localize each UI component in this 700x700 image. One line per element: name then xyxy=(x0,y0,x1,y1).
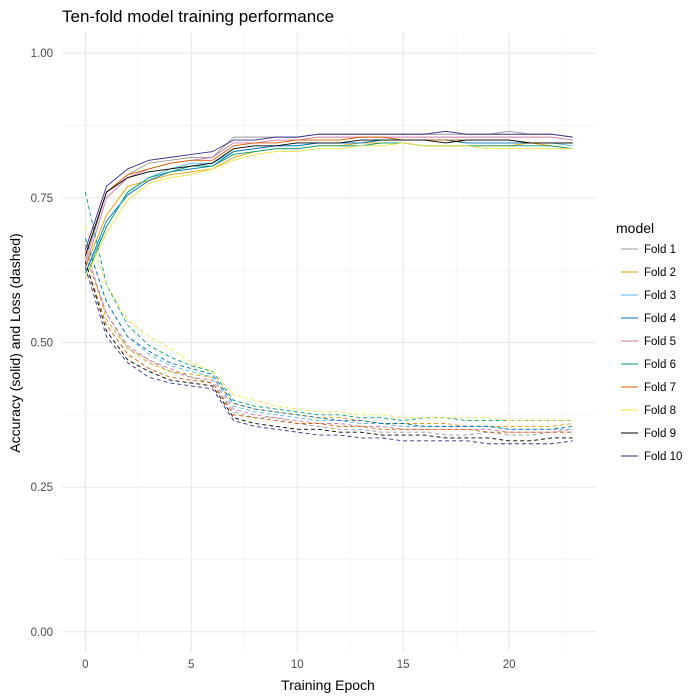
legend: model Fold 1 Fold 2 Fold 3 Fold 4 Fold 5 Fold… xyxy=(616,220,682,463)
chart-title: Ten-fold model training performance xyxy=(62,7,334,26)
fold-8-loss-line xyxy=(84,226,573,422)
x-tick-label: 10 xyxy=(291,659,304,671)
fold-7-loss-line xyxy=(84,261,573,433)
x-tick-label: 20 xyxy=(503,659,516,671)
x-axis-ticks: 0 5 10 15 20 xyxy=(82,659,515,671)
legend-label-fold-7: Fold 7 xyxy=(644,382,676,394)
y-tick-label: 1.00 xyxy=(31,48,53,60)
x-axis-label: Training Epoch xyxy=(281,677,375,693)
legend-label-fold-3: Fold 3 xyxy=(644,290,676,302)
fold-8-accuracy-line xyxy=(84,142,573,280)
fold-6-loss-line xyxy=(84,191,573,422)
x-tick-label: 15 xyxy=(397,659,410,671)
fold-2-loss-line xyxy=(84,244,573,427)
y-tick-label: 0.75 xyxy=(31,193,53,205)
x-tick-label: 0 xyxy=(82,659,88,671)
series-lines xyxy=(84,130,573,445)
legend-label-fold-6: Fold 6 xyxy=(644,359,676,371)
y-axis-ticks: 0.00 0.25 0.50 0.75 1.00 xyxy=(31,48,53,639)
legend-label-fold-5: Fold 5 xyxy=(644,336,676,348)
legend-label-fold-9: Fold 9 xyxy=(644,428,676,440)
y-tick-label: 0.50 xyxy=(31,338,53,350)
y-tick-label: 0.00 xyxy=(31,627,53,639)
fold-5-loss-line xyxy=(84,249,573,433)
legend-title: model xyxy=(616,220,654,236)
fold-1-loss-line xyxy=(84,255,573,436)
fold-10-loss-line xyxy=(84,267,573,445)
y-axis-label: Accuracy (solid) and Loss (dashed) xyxy=(7,233,23,452)
legend-label-fold-8: Fold 8 xyxy=(644,405,676,417)
fold-10-accuracy-line xyxy=(84,130,573,251)
y-tick-label: 0.25 xyxy=(31,482,53,494)
legend-label-fold-2: Fold 2 xyxy=(644,267,676,279)
fold-9-accuracy-line xyxy=(84,139,573,256)
grid xyxy=(62,33,596,652)
fold-6-accuracy-line xyxy=(84,142,573,280)
legend-label-fold-10: Fold 10 xyxy=(644,451,682,463)
fold-4-loss-line xyxy=(84,238,573,430)
x-tick-label: 5 xyxy=(188,659,194,671)
legend-label-fold-1: Fold 1 xyxy=(644,244,676,256)
legend-label-fold-4: Fold 4 xyxy=(644,313,677,325)
